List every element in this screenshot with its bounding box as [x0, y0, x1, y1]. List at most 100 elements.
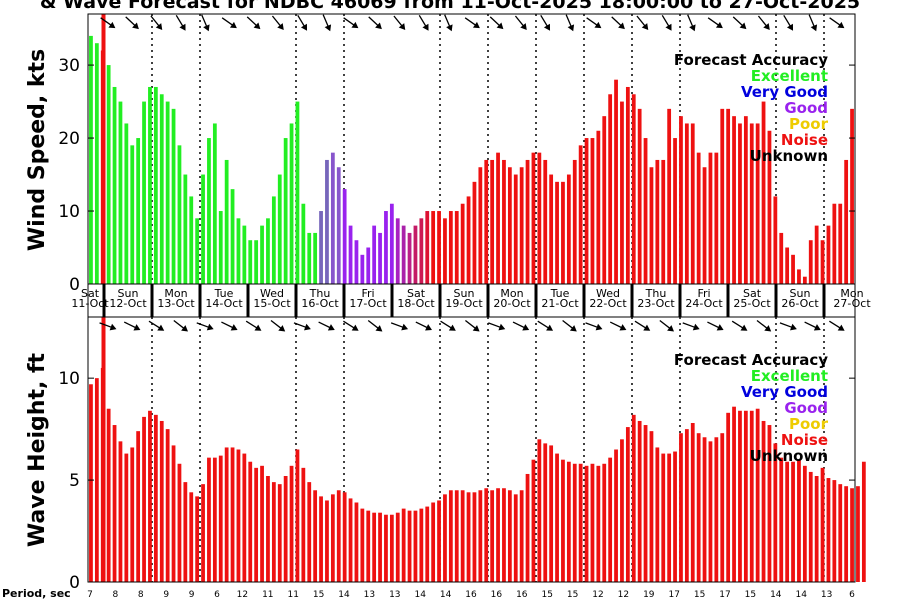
- bar: [366, 247, 371, 284]
- direction-arrow: [100, 17, 116, 29]
- period-tick-label: 14: [414, 590, 426, 600]
- bar: [212, 457, 217, 582]
- day-divider: [774, 284, 778, 317]
- bar: [720, 108, 725, 284]
- bar: [401, 225, 406, 284]
- bar: [425, 211, 430, 284]
- bar: [165, 429, 170, 582]
- bar: [791, 461, 795, 582]
- direction-arrow: [175, 14, 186, 31]
- bar: [590, 138, 595, 284]
- day-of-week-label: Tue: [214, 287, 234, 300]
- legend-title: Forecast Accuracy: [674, 351, 828, 369]
- bar: [690, 423, 695, 582]
- bar: [242, 225, 247, 284]
- direction-arrow: [829, 320, 845, 331]
- bar: [89, 35, 93, 284]
- period-axis: 7 8 8 9 9 6 12 11 11 15 14 13 13 14 14 16 16 16 15 15 12 12 19…: [87, 590, 855, 600]
- bar: [714, 437, 719, 582]
- date-label: 23-Oct: [637, 297, 675, 310]
- bar: [785, 461, 790, 582]
- bar: [543, 443, 548, 582]
- bar: [596, 465, 601, 582]
- bar: [566, 174, 571, 284]
- bar: [330, 494, 335, 582]
- period-tick-label: 15: [745, 590, 756, 600]
- bar: [643, 138, 648, 284]
- period-tick-label: 17: [668, 590, 679, 600]
- bar: [531, 152, 536, 284]
- date-label: 25-Oct: [733, 297, 771, 310]
- direction-arrow: [246, 16, 261, 30]
- bar: [572, 463, 577, 582]
- direction-arrow: [390, 322, 409, 331]
- bar: [490, 159, 495, 284]
- bar: [342, 492, 347, 582]
- bar: [248, 240, 253, 284]
- legend-entry: Unknown: [750, 447, 828, 465]
- bar: [124, 123, 129, 285]
- wind-direction-arrows: [100, 14, 845, 32]
- chart-title: & Wave Forecast for NDBC 46069 from 11-O…: [40, 0, 860, 13]
- date-label: 11-Oct: [71, 297, 109, 310]
- bar: [289, 123, 294, 285]
- bar: [738, 410, 742, 582]
- bar: [673, 451, 677, 582]
- date-label: 18-Oct: [397, 297, 435, 310]
- bar: [201, 484, 205, 582]
- date-label: 12-Oct: [109, 297, 147, 310]
- period-tick-label: 13: [821, 590, 832, 600]
- bar: [271, 482, 276, 582]
- bar: [159, 420, 164, 582]
- legend-entry: Poor: [789, 115, 829, 133]
- bar: [850, 488, 854, 582]
- bar: [189, 196, 194, 284]
- bar: [271, 196, 276, 284]
- bar: [124, 453, 129, 582]
- date-label: 15-Oct: [253, 297, 291, 310]
- bar: [838, 484, 843, 582]
- day-of-week-label: Mon: [500, 287, 523, 300]
- bar: [437, 211, 441, 284]
- day-of-week-label: Sat: [81, 287, 100, 300]
- bar: [372, 512, 377, 582]
- wind-y-axis-label: Wind Speed, kts: [25, 49, 50, 251]
- bar: [513, 494, 518, 582]
- date-label: 24-Oct: [685, 297, 723, 310]
- bar: [490, 490, 495, 582]
- direction-arrow: [687, 14, 696, 32]
- day-of-week-label: Fri: [361, 287, 374, 300]
- bar: [472, 181, 477, 284]
- legend-entry: Good: [784, 99, 828, 117]
- period-tick-label: 14: [440, 590, 452, 600]
- bar: [655, 447, 660, 582]
- bar: [584, 465, 589, 582]
- direction-arrow: [636, 15, 649, 30]
- bar: [679, 116, 683, 284]
- bar: [366, 510, 371, 582]
- bar: [690, 123, 695, 285]
- direction-arrow: [565, 14, 575, 32]
- direction-arrow: [440, 320, 456, 331]
- bar: [572, 159, 577, 284]
- day-divider: [438, 284, 442, 317]
- period-tick-label: 6: [849, 590, 855, 600]
- bar: [602, 463, 607, 582]
- bar: [590, 463, 595, 582]
- direction-arrow: [783, 14, 794, 31]
- legend-entry: Poor: [789, 415, 829, 433]
- bar: [183, 482, 188, 582]
- bar: [791, 254, 795, 284]
- bar: [242, 453, 247, 582]
- bar: [743, 116, 748, 284]
- direction-arrow: [150, 15, 163, 30]
- period-tick-label: 9: [189, 590, 195, 600]
- bar: [301, 467, 306, 582]
- day-divider: [102, 284, 106, 317]
- bar: [714, 152, 719, 284]
- bar: [389, 514, 394, 582]
- bar: [767, 130, 772, 284]
- bar: [696, 433, 701, 582]
- bar: [861, 461, 866, 582]
- bar: [201, 174, 205, 284]
